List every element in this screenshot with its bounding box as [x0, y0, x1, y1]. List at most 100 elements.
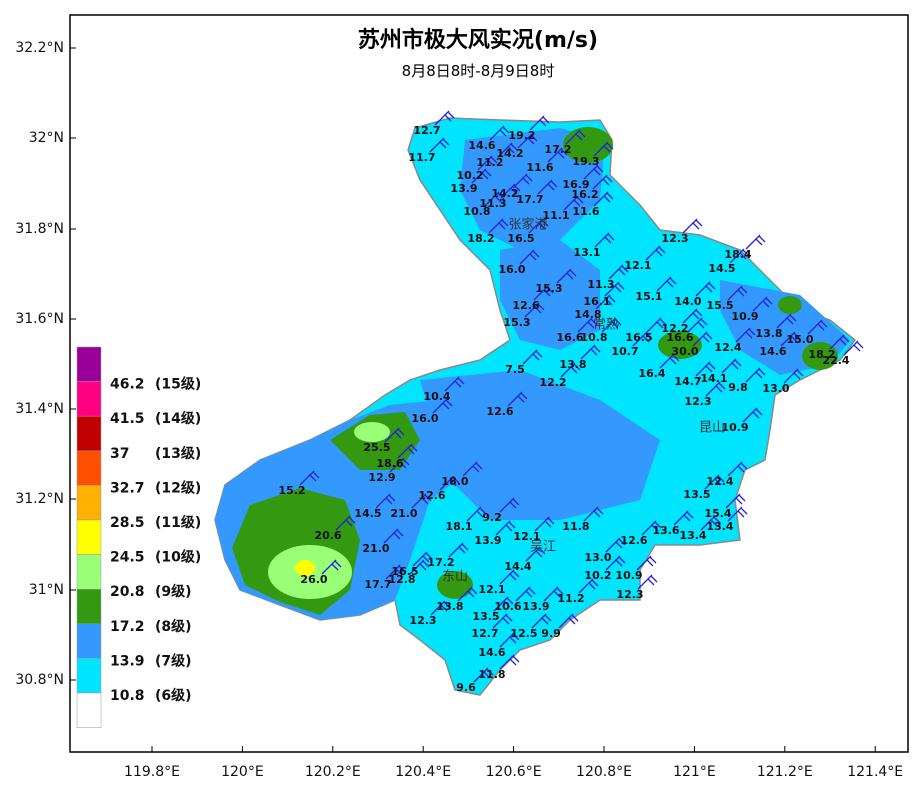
- wind-barb: [565, 129, 586, 145]
- wind-barb: [608, 264, 629, 280]
- station-value: 11.1: [542, 209, 569, 222]
- station-value: 12.1: [513, 530, 540, 543]
- wind-barb: [752, 296, 773, 312]
- legend-swatch: [76, 588, 102, 625]
- station-value: 17.2: [544, 143, 571, 156]
- station-value: 11.2: [557, 592, 584, 605]
- station-value: 14.8: [574, 308, 601, 321]
- station-value: 9.9: [541, 627, 561, 640]
- wind-barb: [725, 493, 746, 509]
- wind-barb: [776, 313, 797, 329]
- station-value: 12.2: [661, 322, 688, 335]
- map-subtitle: 8月8日8时-8月9日8时: [402, 62, 555, 80]
- wind-barb: [742, 407, 763, 423]
- legend-swatch: [76, 519, 102, 555]
- station-value: 14.5: [708, 262, 735, 275]
- station-value: 21.0: [390, 507, 417, 520]
- wind-barb: [409, 559, 430, 575]
- station-value: 18.2: [808, 348, 835, 361]
- wind-barb: [682, 218, 703, 234]
- station-value: 11.2: [476, 156, 503, 169]
- wind-barb: [412, 551, 433, 567]
- legend-value: 46.2: [110, 377, 145, 393]
- station-value: 15.5: [706, 299, 733, 312]
- wind-barb: [499, 654, 520, 670]
- station-value: 16.5: [625, 331, 652, 344]
- station-value: 18.6: [376, 457, 403, 470]
- legend-level: (7级): [155, 652, 192, 669]
- lon-label: 121.4°E: [847, 764, 903, 780]
- wind-barb: [783, 368, 804, 384]
- station-value: 13.6: [652, 524, 679, 537]
- station-value: 14.1: [700, 372, 727, 385]
- wind-barb: [594, 232, 615, 248]
- station-value: 14.4: [504, 560, 531, 573]
- station-value: 15.2: [278, 484, 305, 497]
- wind-barb: [637, 574, 658, 590]
- station-value: 13.5: [683, 488, 710, 501]
- legend-value: 41.5: [110, 411, 145, 427]
- station-value: 12.7: [413, 124, 440, 137]
- wind-barb: [632, 331, 653, 347]
- station-value: 12.4: [706, 475, 733, 488]
- wind-barb: [721, 358, 742, 374]
- wind-barb: [673, 510, 694, 526]
- wind-barb: [537, 179, 558, 195]
- wind-barb: [429, 137, 450, 153]
- wind-barb: [457, 586, 478, 602]
- wind-barb: [495, 520, 516, 536]
- station-value: 22.4: [822, 354, 849, 367]
- legend-level: (12级): [155, 479, 201, 496]
- wind-barb: [692, 331, 713, 347]
- station-value: 11.6: [572, 205, 599, 218]
- wind-barb: [430, 600, 451, 616]
- wind-barb: [517, 133, 538, 149]
- wind-barb: [432, 398, 453, 414]
- wind-barb: [705, 381, 726, 397]
- station-value: 16.5: [391, 565, 418, 578]
- station-value: 12.7: [471, 627, 498, 640]
- station-value: 13.8: [559, 358, 586, 371]
- wind-barb: [563, 195, 584, 211]
- wind-barb: [578, 578, 599, 594]
- wind-barb: [528, 218, 549, 234]
- legend-value: 37: [110, 446, 129, 462]
- station-value: 13.5: [472, 610, 499, 623]
- station-value: 15.1: [635, 290, 662, 303]
- legend-value: 13.9: [110, 653, 145, 669]
- station-value: 30.0: [671, 345, 698, 358]
- lat-label: 32.2°N: [15, 40, 64, 56]
- station-value: 12.2: [539, 376, 566, 389]
- wind-barb: [533, 285, 554, 301]
- wind-barb: [656, 276, 677, 292]
- place-name: 昆山: [699, 421, 725, 436]
- wind-barb: [389, 457, 410, 473]
- wind-barb: [299, 470, 320, 486]
- wind-barb: [583, 506, 604, 522]
- station-value: 10.9: [731, 310, 758, 323]
- station-value: 16.2: [571, 188, 598, 201]
- wind-barb: [577, 317, 598, 333]
- station-value: 14.5: [354, 507, 381, 520]
- wind-barb: [493, 596, 514, 612]
- legend-level: (9级): [155, 583, 192, 600]
- station-value: 12.6: [486, 405, 513, 418]
- wind-barb: [500, 183, 521, 199]
- wind-barb: [321, 559, 342, 575]
- lon-label: 121.2°E: [757, 764, 813, 780]
- wind-barb: [560, 362, 581, 378]
- station-value: 13.4: [706, 520, 733, 533]
- lon-label: 119.8°E: [124, 764, 180, 780]
- station-value: 17.2: [427, 556, 454, 569]
- station-value: 10.2: [456, 169, 483, 182]
- map-title: 苏州市极大风实况(m/s): [358, 27, 598, 53]
- wind-barb: [529, 115, 550, 131]
- lon-label: 120°E: [221, 764, 264, 780]
- station-value: 11.8: [562, 520, 589, 533]
- wind-barb: [492, 613, 513, 629]
- legend-swatch: [76, 346, 102, 382]
- wind-barb: [484, 191, 505, 207]
- wind-barb: [507, 391, 528, 407]
- station-value: 13.9: [474, 534, 501, 547]
